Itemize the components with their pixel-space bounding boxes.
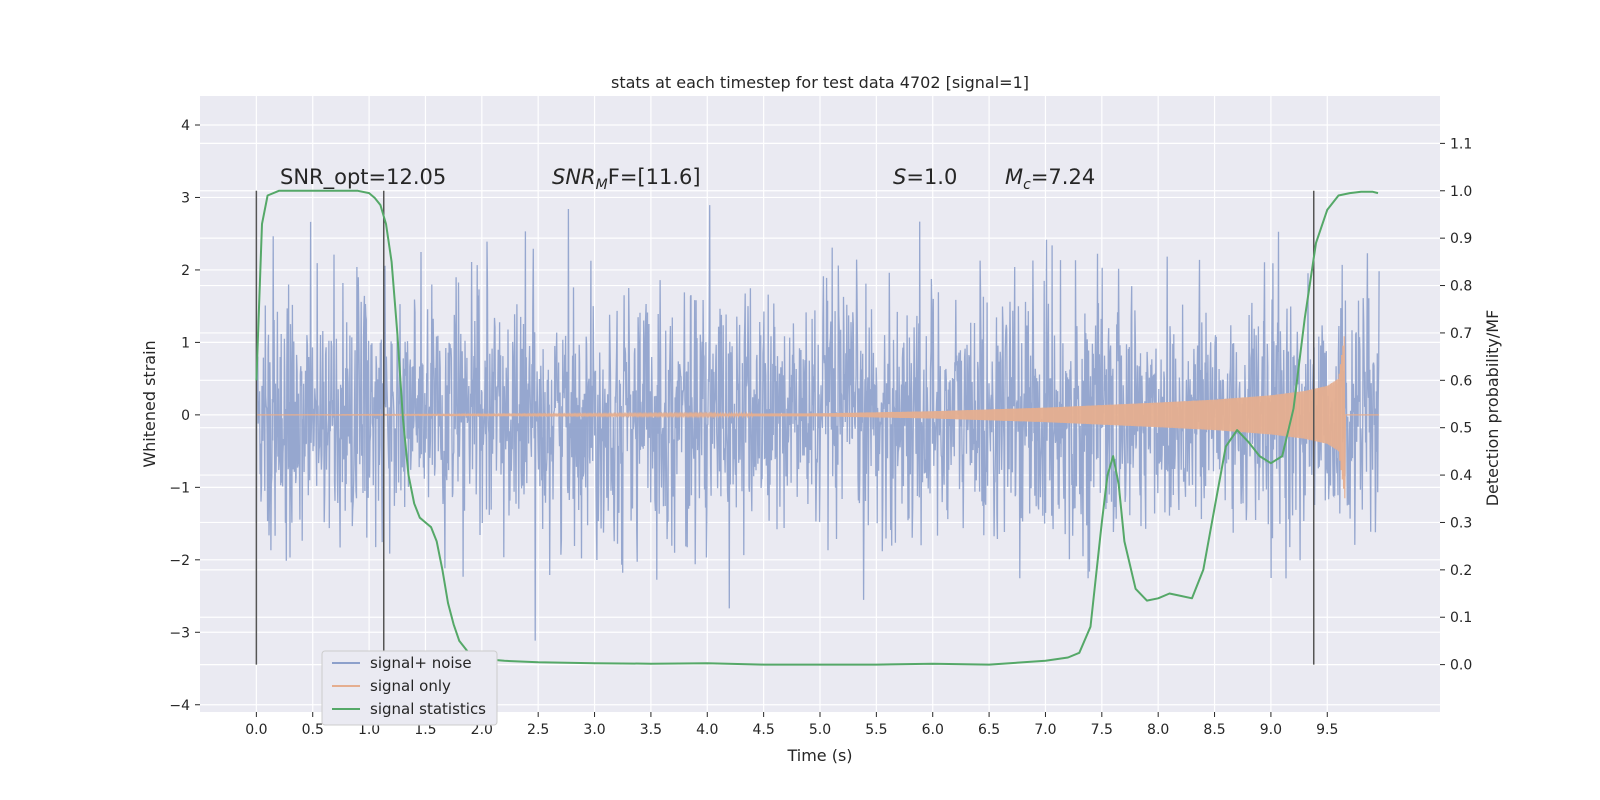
legend-entry-signal-plus-noise: signal+ noise xyxy=(370,654,472,672)
line-signal-plus-noise xyxy=(255,205,1380,641)
y-tick-label: 0 xyxy=(181,408,190,424)
x-tick-label: 7.0 xyxy=(1034,722,1056,738)
x-axis-label: Time (s) xyxy=(786,746,852,765)
series-signal-only xyxy=(256,336,1380,499)
chart-title: stats at each timestep for test data 470… xyxy=(611,73,1029,92)
annotation-snr-mf: SNRMF=[11.6] xyxy=(552,165,701,193)
annotation-mc-rest: =7.24 xyxy=(1031,165,1095,189)
x-tick-label: 0.5 xyxy=(302,722,324,738)
y-tick-label: 1 xyxy=(181,335,190,351)
series-signal-plus-noise xyxy=(255,205,1380,641)
x-tick-label: 2.5 xyxy=(527,722,549,738)
y-tick-label: 3 xyxy=(181,190,190,206)
annotation-mc: Mc=7.24 xyxy=(1005,165,1095,193)
annotation-snr-mf-sub: M xyxy=(596,177,608,193)
marker-lines xyxy=(255,190,1315,665)
line-signal-statistics xyxy=(255,189,1379,666)
annotation-snr-mf-base: SNR xyxy=(552,165,596,189)
y2-tick-label: 0.1 xyxy=(1450,610,1472,626)
y2-tick-label: 0.5 xyxy=(1450,421,1472,437)
y2-tick-label: 1.1 xyxy=(1450,136,1472,152)
y2-tick-label: 0.7 xyxy=(1450,326,1472,342)
x-tick-label: 8.0 xyxy=(1147,722,1169,738)
annotation-s: S=1.0 xyxy=(893,165,957,189)
y-axis-label: Whitened strain xyxy=(140,340,159,467)
x-tick-label: 4.5 xyxy=(753,722,775,738)
y-axis-left: 4 3 2 1 0 −1 −2 −3 −4 xyxy=(169,118,200,714)
y2-tick-label: 0.9 xyxy=(1450,231,1472,247)
x-tick-label: 3.0 xyxy=(583,722,605,738)
x-tick-label: 9.5 xyxy=(1316,722,1338,738)
legend-box xyxy=(321,650,498,726)
x-tick-label: 2.0 xyxy=(471,722,493,738)
y2-tick-label: 0.6 xyxy=(1450,373,1472,389)
y-tick-label: −1 xyxy=(169,480,190,496)
x-tick-label: 9.0 xyxy=(1260,722,1282,738)
y2-tick-label: 0.4 xyxy=(1450,468,1472,484)
y2-tick-label: 1.0 xyxy=(1450,184,1472,200)
y-tick-label: −2 xyxy=(169,553,190,569)
x-tick-label: 1.0 xyxy=(358,722,380,738)
series-signal-statistics xyxy=(255,189,1379,666)
legend: signal+ noise signal only signal statist… xyxy=(321,650,498,726)
y-tick-label: 4 xyxy=(181,118,190,134)
y-tick-label: −3 xyxy=(169,625,190,641)
annotation-snr-opt: SNR_opt=12.05 xyxy=(280,165,446,190)
y-tick-label: −4 xyxy=(169,698,190,714)
annotation-s-base: S xyxy=(893,165,906,189)
x-tick-label: 7.5 xyxy=(1091,722,1113,738)
x-tick-label: 6.0 xyxy=(922,722,944,738)
x-tick-label: 6.5 xyxy=(978,722,1000,738)
x-tick-label: 3.5 xyxy=(640,722,662,738)
line-signal-only xyxy=(256,336,1380,499)
annotation-s-rest: =1.0 xyxy=(906,165,957,189)
x-tick-label: 8.5 xyxy=(1203,722,1225,738)
x-tick-label: 5.5 xyxy=(865,722,887,738)
x-tick-label: 1.5 xyxy=(414,722,436,738)
y2-tick-label: 0.2 xyxy=(1450,563,1472,579)
y-axis-right: 1.1 1.0 0.9 0.8 0.7 0.6 0.5 0.4 0.3 0.2 0.1 0.0 xyxy=(1440,136,1472,674)
legend-entry-signal-statistics: signal statistics xyxy=(370,700,486,718)
x-tick-label: 0.0 xyxy=(245,722,267,738)
annotation-mc-sub: c xyxy=(1023,177,1031,193)
y2-tick-label: 0.0 xyxy=(1450,658,1472,674)
x-tick-label: 5.0 xyxy=(809,722,831,738)
x-axis: 0.0 0.5 1.0 1.5 2.0 2.5 3.0 3.5 4.0 4.5 5.0 5.5 6.0 6… xyxy=(245,712,1338,738)
y2-tick-label: 0.3 xyxy=(1450,515,1472,531)
y2-tick-label: 0.8 xyxy=(1450,279,1472,295)
x-tick-label: 4.0 xyxy=(696,722,718,738)
y2-axis-label: Detection probability/MF xyxy=(1483,310,1502,507)
legend-entry-signal-only: signal only xyxy=(370,677,451,695)
y-tick-label: 2 xyxy=(181,263,190,279)
annotation-mc-base: M xyxy=(1005,165,1023,189)
annotation-snr-mf-rest: F=[11.6] xyxy=(608,165,701,189)
